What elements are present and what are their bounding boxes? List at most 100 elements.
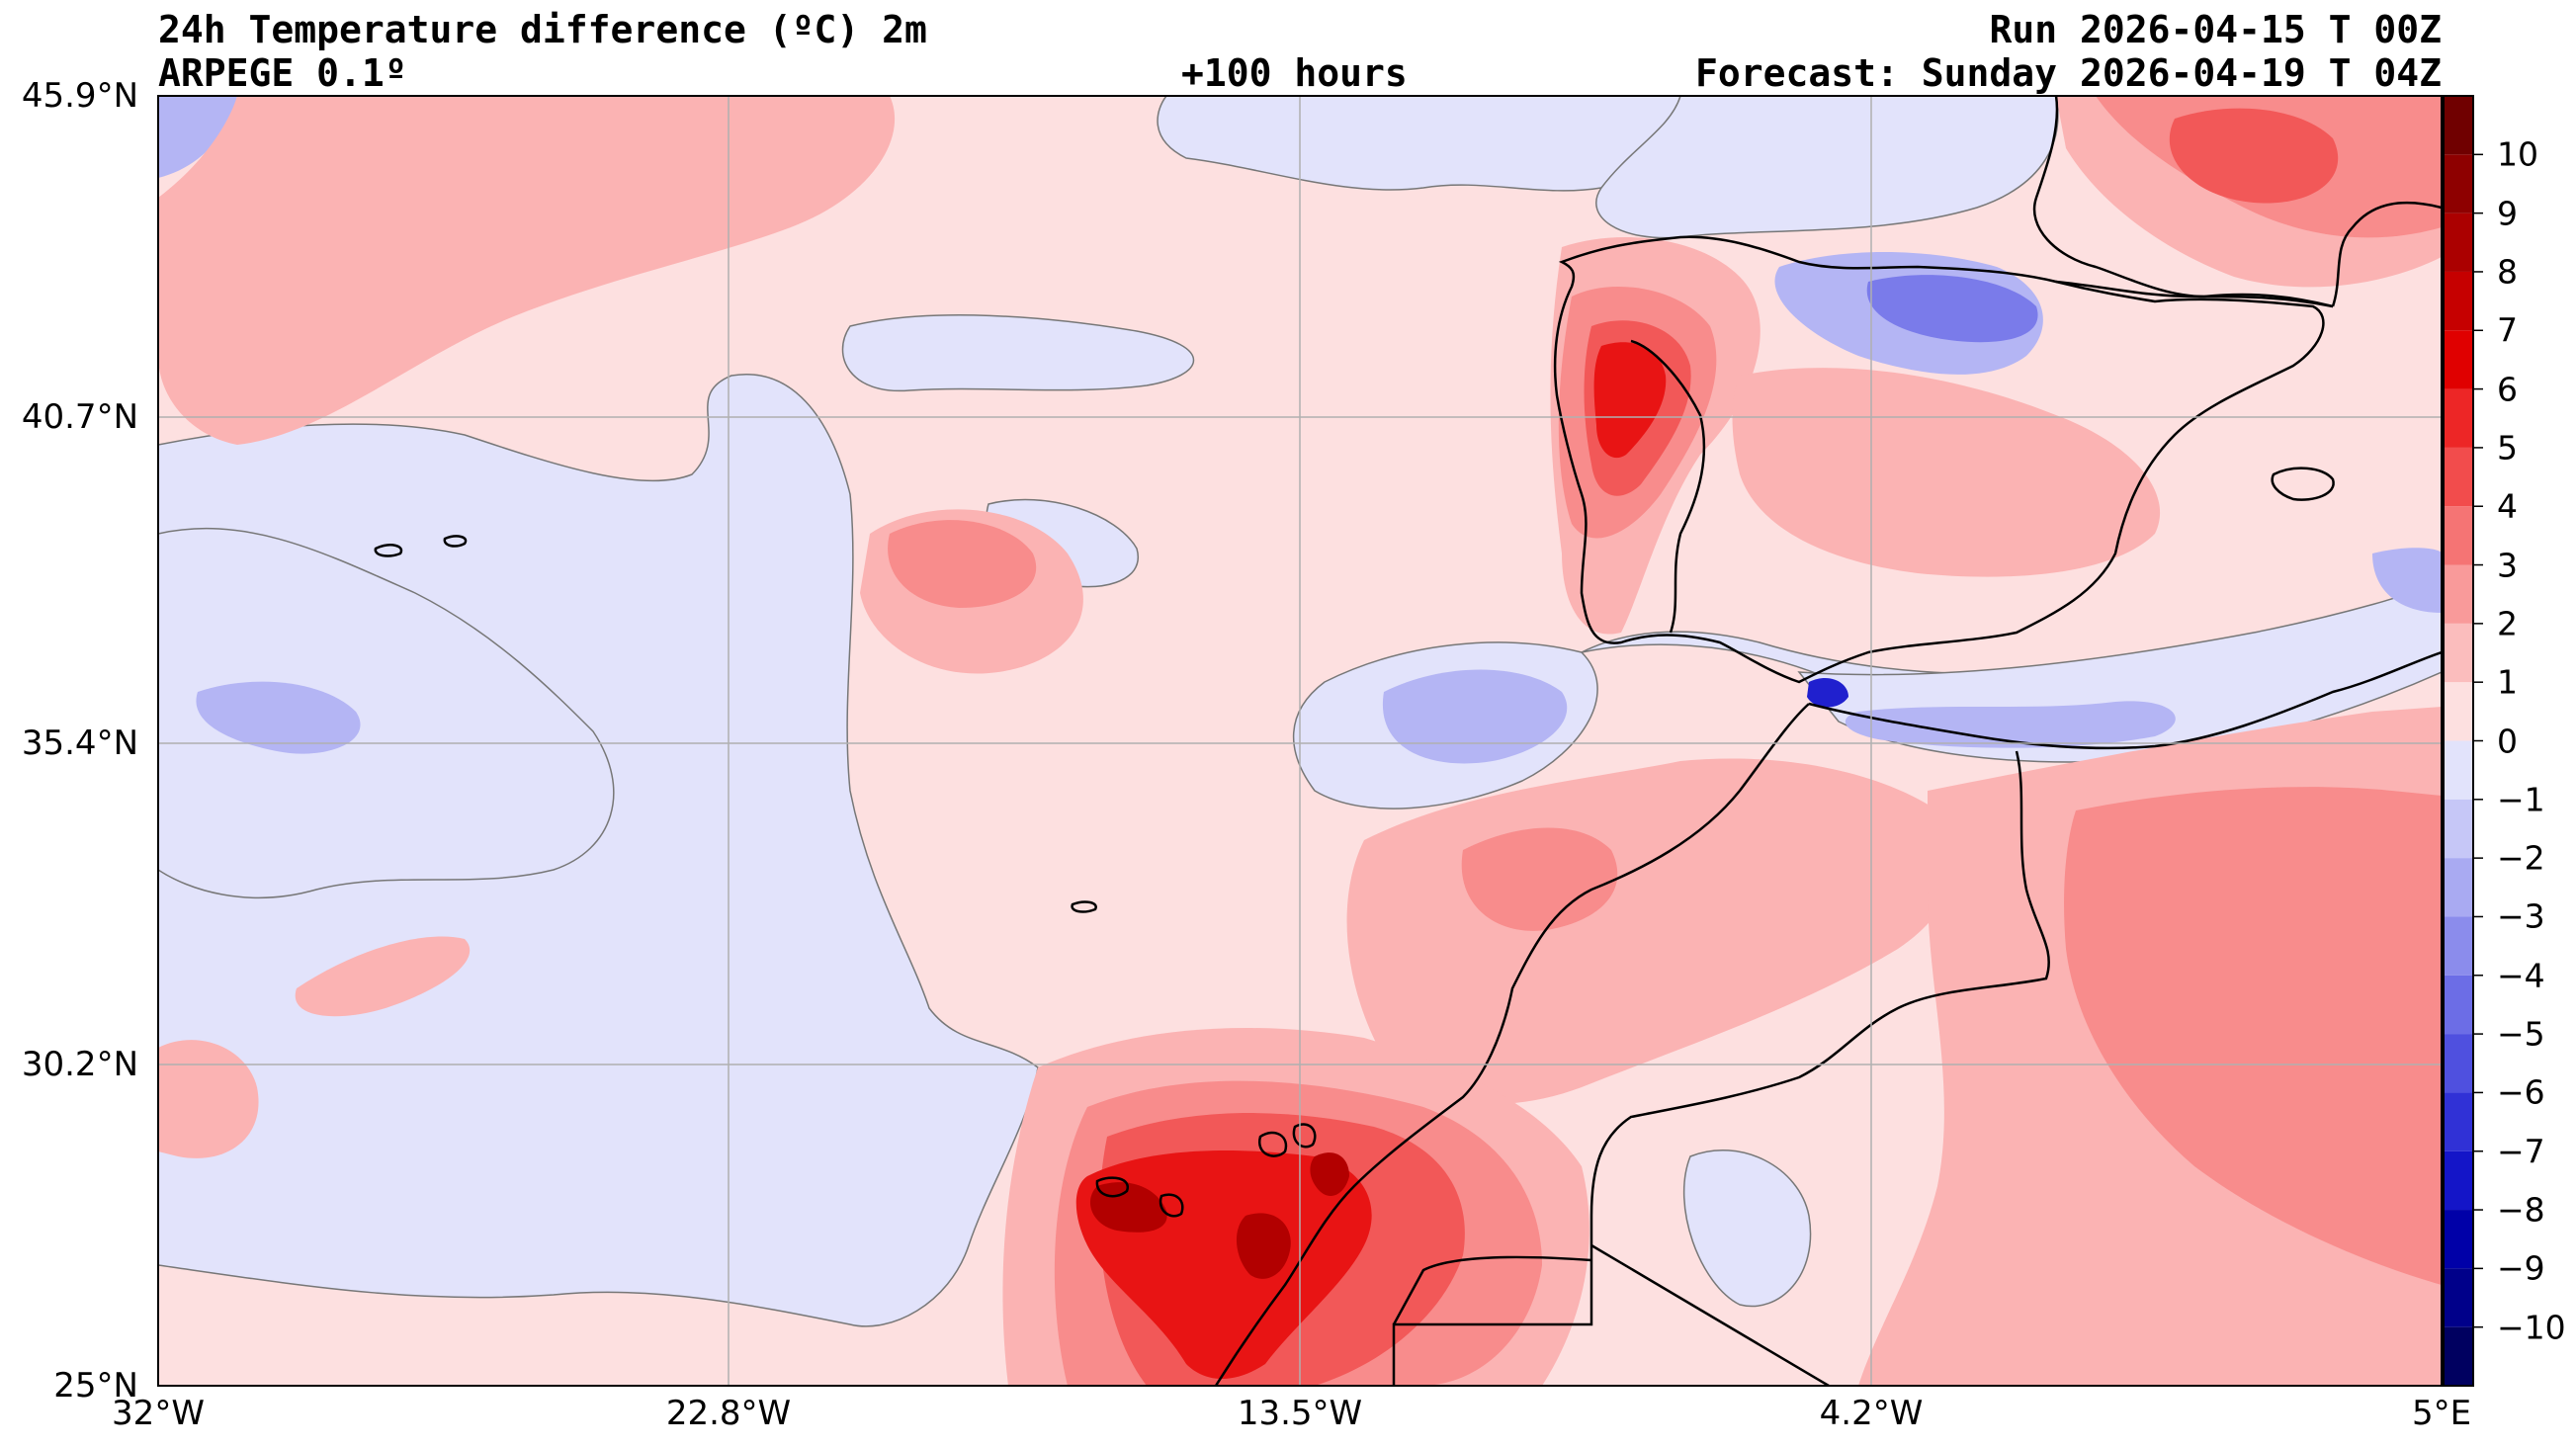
colorbar-segment <box>2444 506 2473 565</box>
forecast-label: Forecast: Sunday 2026-04-19 T 04Z <box>1695 51 2442 95</box>
run-label: Run 2026-04-15 T 00Z <box>1989 8 2442 51</box>
field-positive-3-sahara <box>2064 787 2442 1285</box>
colorbar-segment <box>2444 623 2473 683</box>
azores-island-1 <box>443 535 468 548</box>
lat-tick-label: 40.7°N <box>21 397 138 437</box>
field-negative-bay <box>1595 96 2059 239</box>
colorbar-segment <box>2444 740 2473 800</box>
field-positive-3-coast <box>1461 827 1618 931</box>
colorbar-segment <box>2444 96 2473 155</box>
field-negative-2-east <box>2372 548 2442 613</box>
canary-island-3 <box>1257 1131 1288 1157</box>
colorbar-segment <box>2444 1092 2473 1151</box>
colorbar-segment <box>2444 1150 2473 1211</box>
colorbar-segment <box>2444 388 2473 448</box>
colorbar-segment <box>2444 1034 2473 1093</box>
pyrenees-border <box>2055 280 2334 308</box>
field-negative-2-med <box>1845 701 2176 748</box>
colorbar-tick-label: −1 <box>2497 780 2545 819</box>
lon-tick-label: 4.2°W <box>1819 1394 1924 1433</box>
france-coastline <box>2032 96 2334 308</box>
madeira-island <box>1071 900 1097 913</box>
colorbar-tick-label: −6 <box>2497 1072 2545 1112</box>
canary-island-4 <box>1292 1123 1317 1149</box>
colorbar-tick-label: 5 <box>2497 428 2518 468</box>
algeria-mauritania-border <box>1590 1243 1830 1386</box>
field-positive-8-canary-2 <box>1236 1213 1291 1279</box>
field-positive-2-iberia-east <box>1732 368 2161 577</box>
azores-island-2 <box>374 544 403 557</box>
colorbar-tick-label: 1 <box>2497 662 2518 702</box>
canary-island-1 <box>1095 1176 1129 1198</box>
field-negative-2-west <box>196 681 361 754</box>
map-frame <box>157 95 2443 1387</box>
colorbar-segment <box>2444 1326 2473 1386</box>
colorbar-tick-label: −10 <box>2497 1308 2566 1347</box>
model-label: ARPEGE 0.1º <box>158 51 407 95</box>
field-positive-4-north <box>2169 108 2339 204</box>
western-sahara-border <box>1392 1216 1593 1386</box>
colorbar-tick-label: −8 <box>2497 1190 2545 1230</box>
colorbar-segment <box>2444 154 2473 213</box>
field-negative-3-strait <box>1807 677 1848 708</box>
colorbar-ticks <box>2473 153 2483 1328</box>
colorbar-tick-label: −4 <box>2497 956 2545 995</box>
map-title: 24h Temperature difference (ºC) 2m <box>158 8 927 51</box>
morocco-atlantic-coast <box>1214 703 1810 1386</box>
colorbar-tick-label: 4 <box>2497 486 2518 526</box>
field-positive-6-iberia <box>1593 342 1667 459</box>
gridlines <box>158 96 2442 1386</box>
lon-tick-label: 13.5°W <box>1237 1394 1363 1433</box>
portugal-border <box>1630 339 1706 634</box>
lat-tick-label: 35.4°N <box>21 724 138 763</box>
lat-tick-label: 30.2°N <box>21 1045 138 1084</box>
colorbar-tick-label: 3 <box>2497 546 2518 585</box>
field-negative-sahara-patch <box>1682 1149 1812 1308</box>
morocco-algeria-border <box>1589 750 2050 1217</box>
colorbar-segment <box>2444 682 2473 741</box>
lon-tick-label: 32°W <box>112 1394 205 1433</box>
field-negative-2-nw <box>158 96 237 178</box>
colorbar-segment <box>2444 447 2473 507</box>
colorbar-tick-label: 0 <box>2497 722 2518 760</box>
field-negative-2-azores <box>1382 669 1568 764</box>
africa-coastline <box>1808 650 2442 750</box>
colorbar-segment <box>2444 271 2473 331</box>
field-positive-2-nw <box>158 96 896 445</box>
field-positive-8-coast <box>1310 1152 1349 1196</box>
colorbar-tick-label: −2 <box>2497 838 2545 878</box>
colorbar-segment <box>2444 564 2473 624</box>
colorbar-tick-label: −3 <box>2497 896 2545 936</box>
lon-tick-label: 22.8°W <box>665 1394 792 1433</box>
lat-tick-label: 45.9°N <box>21 76 138 116</box>
iberia-coastline <box>1553 235 2325 684</box>
colorbar-segment <box>2444 1210 2473 1269</box>
colorbar <box>2444 96 2473 1386</box>
colorbar-segment <box>2444 916 2473 976</box>
colorbar-segment <box>2444 799 2473 859</box>
colorbar-segment <box>2444 975 2473 1035</box>
field-positive-2-sw <box>158 1040 259 1158</box>
field-negative-3-iberia <box>1866 275 2038 343</box>
lat-tick-label: 25°N <box>53 1366 138 1405</box>
colorbar-segment <box>2444 213 2473 272</box>
colorbar-tick-label: −5 <box>2497 1014 2545 1054</box>
colorbar-tick-label: 7 <box>2497 310 2518 350</box>
france-border <box>2331 202 2442 307</box>
lon-tick-label: 5°E <box>2411 1394 2472 1433</box>
colorbar-tick-label: −9 <box>2497 1248 2545 1288</box>
colorbar-tick-label: 10 <box>2497 134 2538 174</box>
colorbar-segment <box>2444 858 2473 917</box>
colorbar-segment <box>2444 1268 2473 1327</box>
field-negative-mid-patch <box>841 314 1195 392</box>
canary-island-2 <box>1159 1193 1184 1218</box>
colorbar-tick-label: −7 <box>2497 1132 2545 1171</box>
western-sahara-north-border <box>1392 1255 1592 1325</box>
field-negative-west-lobe <box>158 527 615 899</box>
coastlines <box>374 96 2442 1386</box>
colorbar-tick-label: 2 <box>2497 604 2518 643</box>
colorbar-segment <box>2444 330 2473 389</box>
colorbar-tick-label: 8 <box>2497 252 2518 292</box>
colorbar-tick-label: 9 <box>2497 194 2518 233</box>
